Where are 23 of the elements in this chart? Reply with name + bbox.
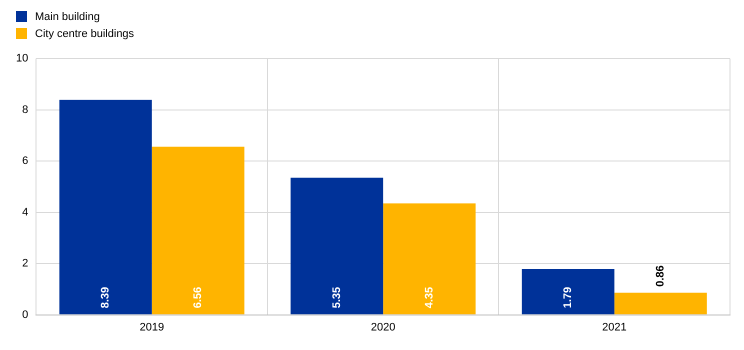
bar bbox=[152, 146, 244, 314]
y-tick-label: 10 bbox=[16, 52, 28, 65]
bar bbox=[522, 268, 614, 314]
y-tick-label: 2 bbox=[22, 258, 28, 270]
y-tick-label: 4 bbox=[22, 206, 28, 218]
x-tick-label: 2021 bbox=[602, 321, 627, 334]
x-tick-label: 2019 bbox=[140, 321, 164, 334]
data-label: 0.86 bbox=[654, 265, 667, 287]
bar bbox=[614, 292, 707, 314]
y-tick-label: 6 bbox=[22, 155, 28, 168]
data-label: 4.35 bbox=[423, 286, 436, 308]
data-label: 1.79 bbox=[562, 286, 574, 308]
y-tick-label: 8 bbox=[22, 104, 28, 116]
bar bbox=[59, 100, 152, 314]
bar bbox=[383, 203, 476, 314]
legend-label: Main building bbox=[35, 10, 100, 22]
legend-label: City centre buildings bbox=[35, 28, 134, 40]
bar bbox=[290, 178, 384, 314]
data-label: 8.39 bbox=[100, 286, 112, 308]
data-label: 6.56 bbox=[192, 286, 204, 308]
x-tick-label: 2020 bbox=[370, 321, 396, 334]
y-tick-label: 0 bbox=[22, 308, 28, 321]
data-label: 5.35 bbox=[330, 286, 343, 308]
